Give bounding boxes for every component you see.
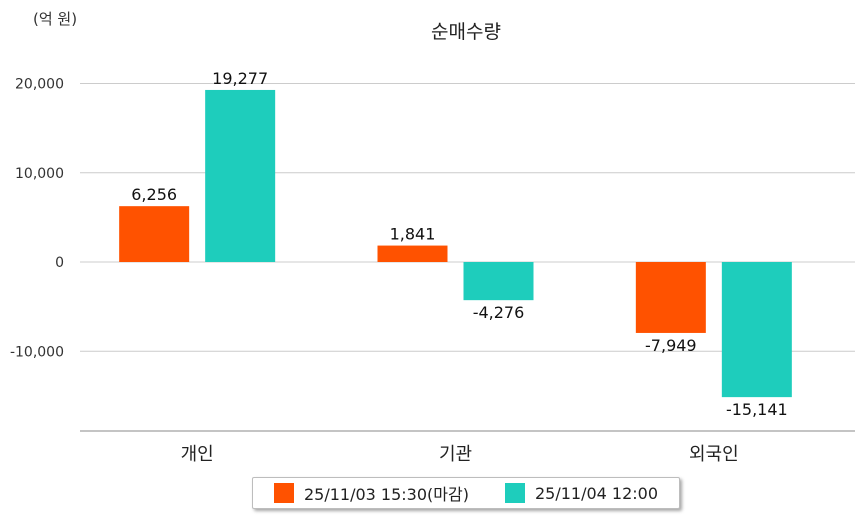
data-label: -7,949: [645, 336, 697, 355]
y-tick-label: -10,000: [10, 344, 64, 360]
data-labels: 6,256 19,277 1,841 -4,276 -7,949 -15,141: [131, 69, 787, 419]
legend-label-series-2: 25/11/04 12:00: [534, 483, 659, 503]
bar[interactable]: [721, 262, 792, 398]
unit-label: (억 원): [33, 10, 77, 28]
data-label: -15,141: [726, 400, 788, 419]
bar[interactable]: [377, 245, 448, 262]
legend-item-series-1[interactable]: 25/11/03 15:30(마감): [273, 481, 469, 505]
bar[interactable]: [463, 262, 534, 301]
data-label: 1,841: [390, 225, 436, 244]
x-tick-label: 외국인: [689, 444, 739, 465]
bar[interactable]: [119, 206, 190, 262]
x-axis: 개인 기관 외국인: [80, 430, 855, 465]
x-tick-label: 개인: [181, 444, 214, 465]
legend-swatch-series-2: [504, 483, 525, 503]
bar[interactable]: [205, 89, 276, 262]
data-label: -4,276: [473, 303, 525, 322]
legend: 25/11/03 15:30(마감) 25/11/04 12:00: [252, 477, 680, 509]
bars: [119, 89, 792, 398]
legend-swatch-series-1: [273, 483, 294, 503]
data-label: 19,277: [212, 69, 268, 88]
x-tick-label: 기관: [439, 444, 472, 465]
legend-label-series-1: 25/11/03 15:30(마감): [303, 485, 469, 504]
chart-title: 순매수량: [431, 21, 501, 43]
y-tick-label: 20,000: [15, 77, 64, 93]
data-label: 6,256: [131, 185, 177, 204]
y-axis: 20,000 10,000 0 -10,000: [10, 77, 64, 361]
y-tick-label: 10,000: [15, 166, 64, 182]
bar[interactable]: [635, 262, 706, 333]
y-tick-label: 0: [55, 255, 64, 271]
legend-item-series-2[interactable]: 25/11/04 12:00: [504, 483, 659, 503]
